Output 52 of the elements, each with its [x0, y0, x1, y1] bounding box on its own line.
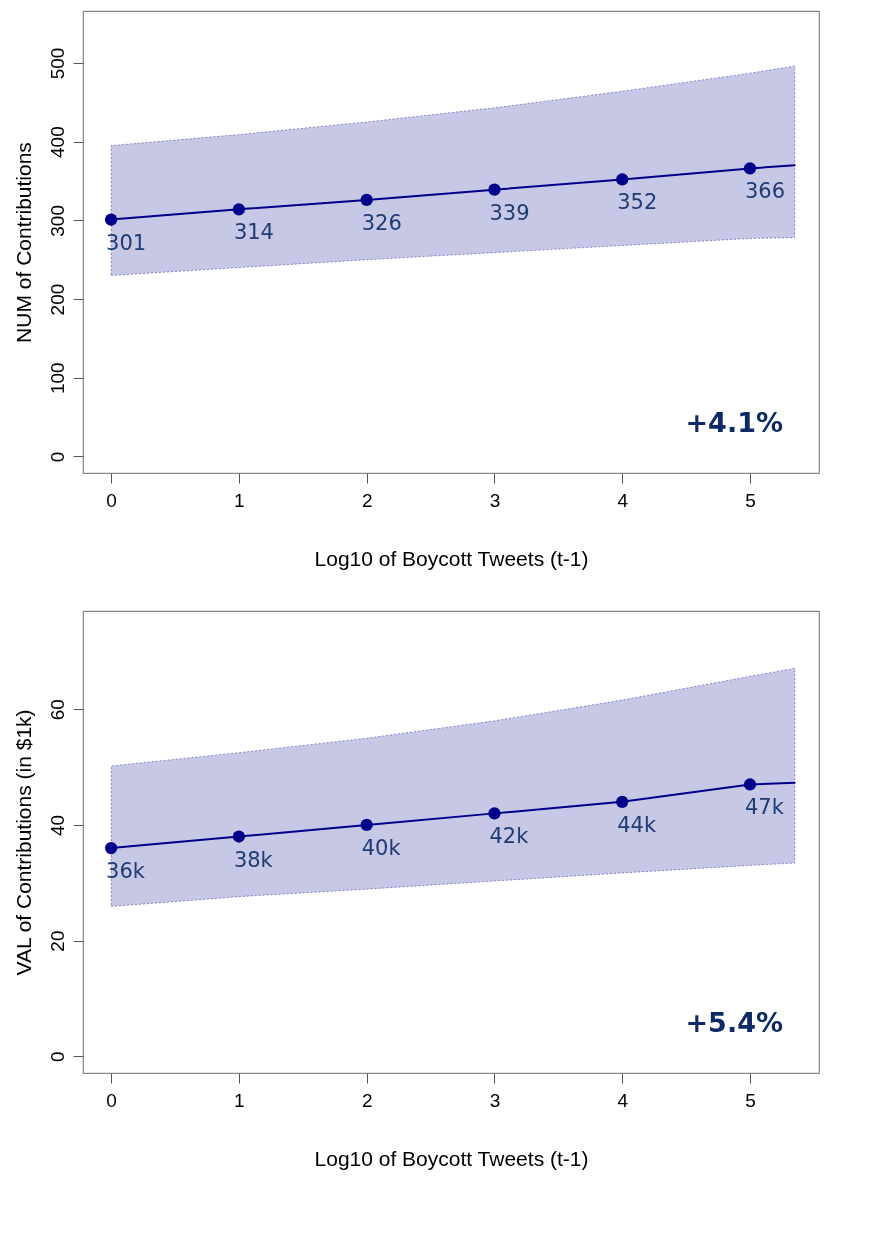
- annotation: +4.1%: [685, 407, 783, 438]
- x-tick-label: 1: [234, 1089, 245, 1111]
- point: [232, 203, 246, 216]
- x-tick-label: 5: [745, 489, 756, 511]
- data-label: 339: [489, 200, 530, 225]
- x-tick-label: 3: [489, 1089, 501, 1111]
- x-tick-label: 5: [745, 1089, 756, 1111]
- data-label: 36k: [106, 859, 146, 884]
- y-axis-title: NUM of Contributions: [11, 142, 35, 343]
- x-tick-label: 2: [361, 1089, 373, 1111]
- x-tick-label: 0: [106, 1089, 117, 1111]
- point: [743, 162, 757, 175]
- point: [232, 830, 246, 843]
- x-axis-title: Log10 of Boycott Tweets (t-1): [314, 546, 589, 570]
- y-tick-label: 300: [46, 205, 68, 237]
- y-tick-label: 20: [46, 930, 68, 952]
- y-tick-label: 40: [46, 814, 68, 837]
- data-label: 326: [361, 210, 402, 235]
- point: [488, 183, 501, 196]
- point: [104, 213, 118, 226]
- point: [616, 795, 629, 808]
- y-tick-label: 0: [46, 451, 68, 463]
- data-label: 47k: [745, 795, 785, 820]
- point: [104, 841, 118, 855]
- x-tick-label: 2: [361, 489, 373, 511]
- data-label: 301: [106, 230, 147, 255]
- x-tick-label: 1: [234, 489, 245, 511]
- annotation: +5.4%: [685, 1007, 783, 1038]
- x-tick-label: 4: [617, 1089, 629, 1111]
- y-tick-label: 500: [46, 47, 68, 80]
- y-tick-label: 200: [46, 283, 68, 316]
- point: [616, 173, 629, 186]
- y-tick-label: 100: [46, 362, 68, 395]
- x-tick-label: 4: [617, 489, 629, 511]
- x-axis-title: Log10 of Boycott Tweets (t-1): [314, 1146, 589, 1170]
- y-tick-label: 0: [46, 1051, 68, 1063]
- data-label: 44k: [617, 812, 657, 837]
- data-label: 38k: [233, 847, 274, 872]
- y-tick-label: 60: [46, 699, 68, 721]
- data-label: 42k: [489, 824, 530, 849]
- data-label: 352: [617, 190, 658, 215]
- data-label: 366: [745, 179, 786, 204]
- point: [743, 778, 757, 791]
- x-tick-label: 3: [489, 489, 501, 511]
- point: [488, 807, 501, 820]
- y-tick-label: 400: [46, 126, 68, 158]
- point: [360, 818, 373, 832]
- x-tick-label: 0: [106, 489, 117, 511]
- data-label: 314: [233, 220, 274, 245]
- data-label: 40k: [361, 835, 402, 860]
- y-axis-title: VAL of Contributions (in $1k): [11, 709, 35, 976]
- point: [360, 193, 373, 206]
